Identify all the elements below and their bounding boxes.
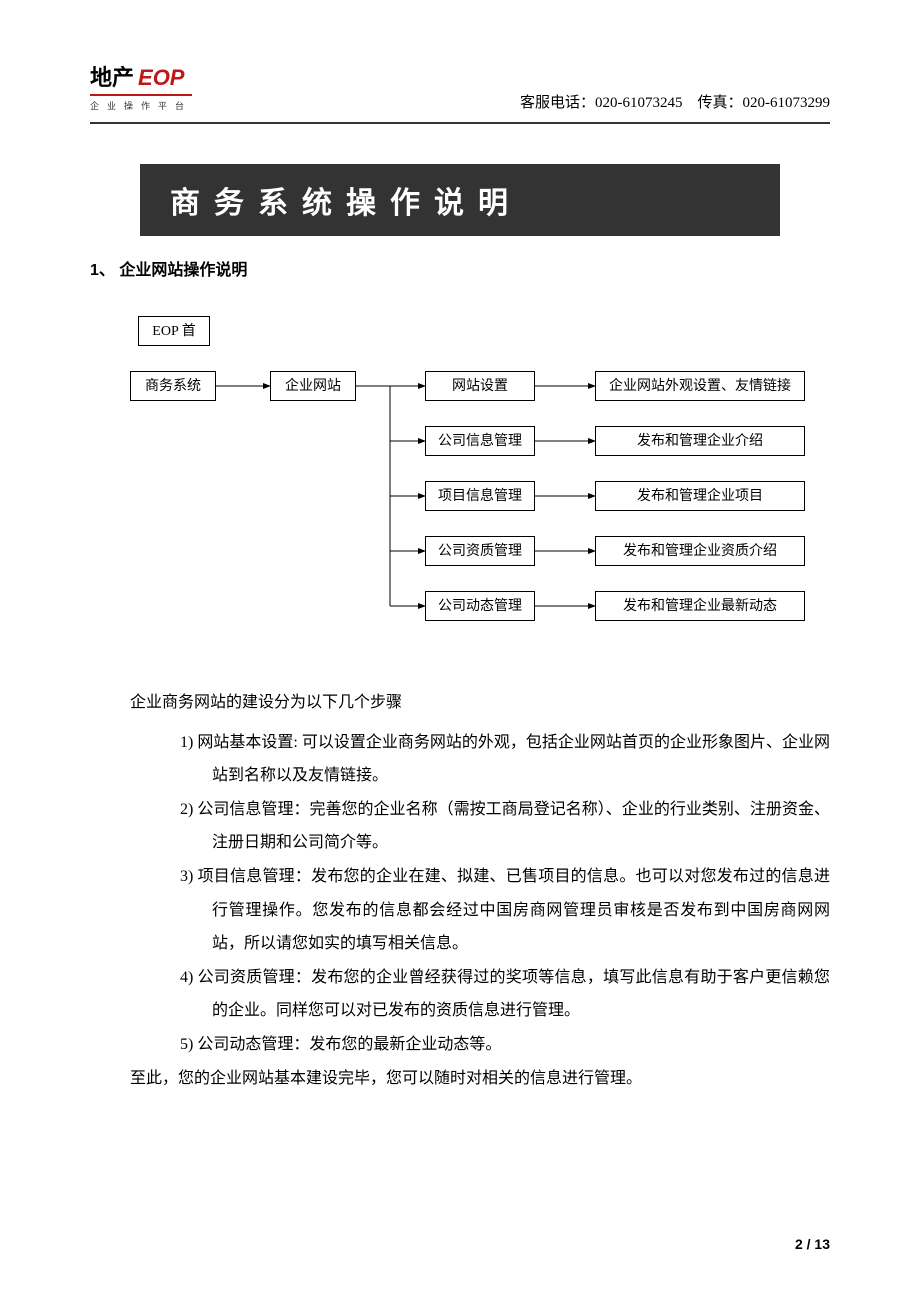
flow-node: 公司动态管理: [425, 591, 535, 621]
logo-underline: [90, 94, 192, 96]
step-number: 5): [180, 1036, 197, 1053]
step-item: 3) 项目信息管理：发布您的企业在建、拟建、已售项目的信息。也可以对您发布过的信…: [180, 860, 830, 961]
step-item: 5) 公司动态管理：发布您的最新企业动态等。: [180, 1028, 830, 1062]
flow-node: 商务系统: [130, 371, 216, 401]
step-text: 公司动态管理：发布您的最新企业动态等。: [197, 1036, 501, 1053]
header-contacts: 客服电话：020-61073245 传真：020-61073299: [520, 91, 830, 112]
step-number: 4): [180, 969, 198, 986]
step-item: 2) 公司信息管理：完善您的企业名称（需按工商局登记名称）、企业的行业类别、注册…: [180, 793, 830, 860]
flow-node: 企业网站: [270, 371, 356, 401]
section-heading: 1、 企业网站操作说明: [90, 256, 830, 280]
page-number: 2 / 13: [795, 1236, 830, 1252]
contact-fax-label: 传真：: [697, 95, 742, 111]
flow-node: 发布和管理企业最新动态: [595, 591, 805, 621]
flow-node: 发布和管理企业项目: [595, 481, 805, 511]
page-title: 商务系统操作说明: [140, 164, 780, 236]
closing-text: 至此，您的企业网站基本建设完毕，您可以随时对相关的信息进行管理。: [130, 1062, 830, 1096]
page-current: 2: [795, 1236, 803, 1252]
logo-cn-text: 地产: [90, 60, 134, 92]
page-total: 13: [814, 1236, 830, 1252]
flowchart: EOP 首商务系统 企业网站 网站设置公司信息管理项目信息管理公司资质管理公司动态管…: [130, 316, 830, 646]
flow-node: 项目信息管理: [425, 481, 535, 511]
body-text: 企业商务网站的建设分为以下几个步骤 1) 网站基本设置: 可以设置企业商务网站的…: [130, 686, 830, 1095]
logo: 地产 EOP 企业操作平台: [90, 60, 192, 112]
logo-en-text: EOP: [138, 65, 184, 91]
logo-subtitle: 企业操作平台: [90, 99, 192, 112]
flow-node: 企业网站外观设置、友情链接: [595, 371, 805, 401]
flow-node: 发布和管理企业资质介绍: [595, 536, 805, 566]
step-number: 1): [180, 734, 197, 751]
steps-list: 1) 网站基本设置: 可以设置企业商务网站的外观，包括企业网站首页的企业形象图片…: [180, 726, 830, 1062]
contact-phone-label: 客服电话：: [520, 95, 595, 111]
flow-node: EOP 首: [138, 316, 210, 346]
contact-fax: 020-61073299: [743, 95, 831, 111]
step-text: 网站基本设置: 可以设置企业商务网站的外观，包括企业网站首页的企业形象图片、企业…: [197, 734, 830, 785]
page-sep: /: [803, 1236, 815, 1252]
flow-node: 公司资质管理: [425, 536, 535, 566]
step-text: 公司资质管理：发布您的企业曾经获得过的奖项等信息，填写此信息有助于客户更信赖您的…: [198, 969, 830, 1020]
step-number: 2): [180, 801, 197, 818]
step-number: 3): [180, 868, 198, 885]
flow-node: 发布和管理企业介绍: [595, 426, 805, 456]
step-item: 1) 网站基本设置: 可以设置企业商务网站的外观，包括企业网站首页的企业形象图片…: [180, 726, 830, 793]
step-text: 公司信息管理：完善您的企业名称（需按工商局登记名称）、企业的行业类别、注册资金、…: [197, 801, 830, 852]
intro-text: 企业商务网站的建设分为以下几个步骤: [130, 686, 830, 720]
flow-node: 公司信息管理: [425, 426, 535, 456]
flow-node: 网站设置: [425, 371, 535, 401]
step-text: 项目信息管理：发布您的企业在建、拟建、已售项目的信息。也可以对您发布过的信息进行…: [198, 868, 830, 952]
contact-phone: 020-61073245: [595, 95, 683, 111]
step-item: 4) 公司资质管理：发布您的企业曾经获得过的奖项等信息，填写此信息有助于客户更信…: [180, 961, 830, 1028]
page-header: 地产 EOP 企业操作平台 客服电话：020-61073245 传真：020-6…: [90, 60, 830, 124]
